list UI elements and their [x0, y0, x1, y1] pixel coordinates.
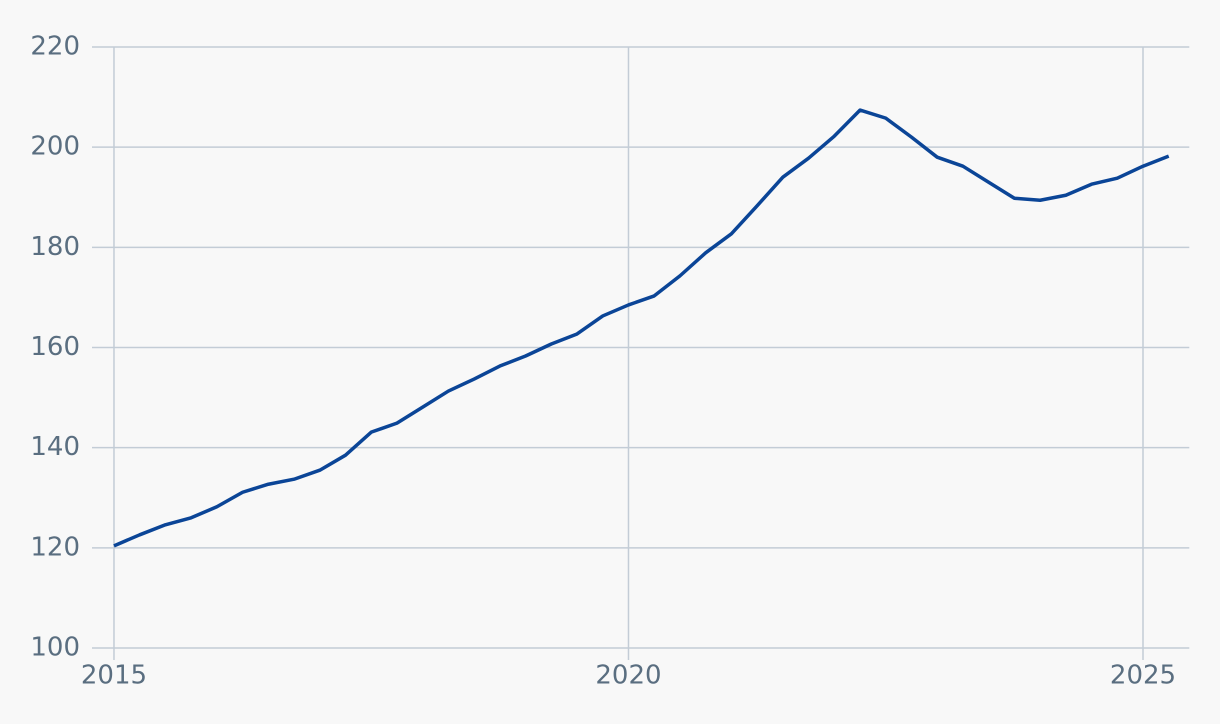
- y-tick-label: 160: [30, 332, 80, 362]
- x-tick-label: 2020: [595, 661, 661, 691]
- y-tick-label: 100: [30, 633, 80, 663]
- x-tick-label: 2025: [1110, 661, 1176, 691]
- y-tick-label: 180: [30, 232, 80, 262]
- line: [113, 108, 1170, 548]
- y-tick-label: 200: [30, 132, 80, 162]
- y-tick-label: 220: [30, 32, 80, 62]
- y-tick-label: 140: [30, 432, 80, 462]
- x-tick-label: 2015: [81, 661, 147, 691]
- y-tick-label: 120: [30, 532, 80, 562]
